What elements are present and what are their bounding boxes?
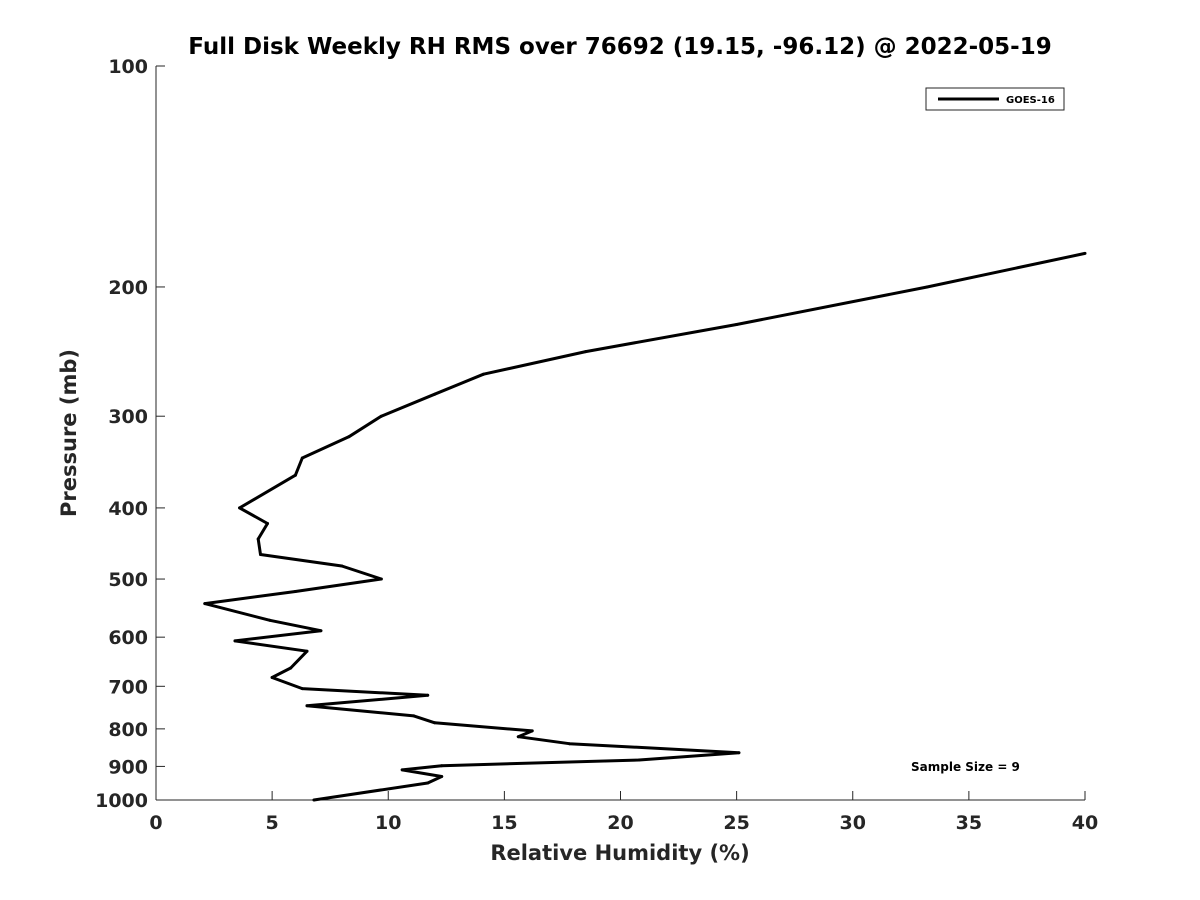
- x-tick-label: 15: [491, 812, 517, 834]
- data-point: [433, 721, 437, 725]
- data-point: [300, 687, 304, 691]
- data-point: [925, 285, 929, 289]
- data-point: [259, 553, 262, 556]
- data-point: [637, 758, 641, 762]
- data-point: [379, 577, 383, 581]
- x-axis-ticks: 0 5 10 15 20 25 30 35 40: [149, 791, 1098, 834]
- data-point: [305, 704, 309, 708]
- y-tick-label: 600: [108, 627, 148, 649]
- x-tick-label: 35: [956, 812, 982, 834]
- data-point: [266, 522, 269, 525]
- goes-16-series-points: [203, 251, 1087, 802]
- data-point: [293, 473, 297, 477]
- y-tick-label: 100: [108, 56, 148, 78]
- x-tick-label: 40: [1072, 812, 1098, 834]
- data-point: [1083, 251, 1087, 255]
- data-point: [256, 537, 260, 541]
- data-point: [530, 729, 534, 733]
- data-point: [737, 751, 741, 755]
- data-point: [233, 639, 237, 643]
- y-axis-ticks: 100 200 300 400 500 600 700 800 900 1000: [95, 56, 165, 812]
- x-axis-label: Relative Humidity (%): [490, 841, 749, 865]
- data-point: [482, 372, 485, 376]
- y-tick-label: 800: [108, 719, 148, 741]
- x-tick-label: 20: [607, 812, 633, 834]
- y-tick-label: 200: [108, 277, 148, 299]
- data-point: [312, 798, 316, 802]
- y-tick-label: 1000: [95, 790, 148, 812]
- data-point: [340, 564, 344, 568]
- y-tick-label: 900: [108, 756, 148, 778]
- data-point: [379, 414, 383, 418]
- data-point: [203, 602, 207, 606]
- plot-area: [155, 66, 1085, 801]
- data-point: [516, 735, 520, 739]
- data-point: [289, 666, 293, 670]
- y-tick-label: 400: [108, 498, 148, 520]
- legend: GOES-16: [925, 87, 1065, 111]
- y-tick-label: 500: [108, 569, 148, 591]
- data-point: [347, 435, 351, 439]
- data-point: [400, 768, 404, 772]
- data-point: [270, 676, 274, 679]
- x-tick-label: 5: [266, 812, 279, 834]
- data-point: [735, 323, 739, 326]
- x-tick-label: 25: [723, 812, 749, 834]
- data-point: [268, 618, 272, 622]
- data-point: [584, 350, 588, 354]
- data-point: [300, 456, 304, 460]
- data-point: [440, 764, 444, 768]
- data-point: [319, 629, 323, 633]
- y-axis-label: Pressure (mb): [57, 349, 81, 517]
- data-point: [305, 649, 309, 653]
- data-point: [293, 590, 297, 593]
- data-point: [412, 714, 416, 718]
- x-tick-label: 0: [149, 812, 162, 834]
- data-point: [426, 693, 430, 697]
- data-point: [440, 775, 444, 778]
- y-tick-label: 300: [108, 406, 148, 428]
- data-point: [426, 781, 430, 785]
- x-tick-label: 30: [840, 812, 866, 834]
- data-point: [433, 392, 437, 396]
- sample-size-annotation: Sample Size = 9: [911, 760, 1020, 774]
- legend-label-goes-16: GOES-16: [1006, 95, 1055, 106]
- data-point: [238, 506, 242, 510]
- y-tick-label: 700: [108, 676, 148, 698]
- goes-16-series-line: [203, 251, 1086, 802]
- x-tick-label: 10: [375, 812, 401, 834]
- data-point: [567, 742, 571, 746]
- chart-title: Full Disk Weekly RH RMS over 76692 (19.1…: [188, 34, 1051, 60]
